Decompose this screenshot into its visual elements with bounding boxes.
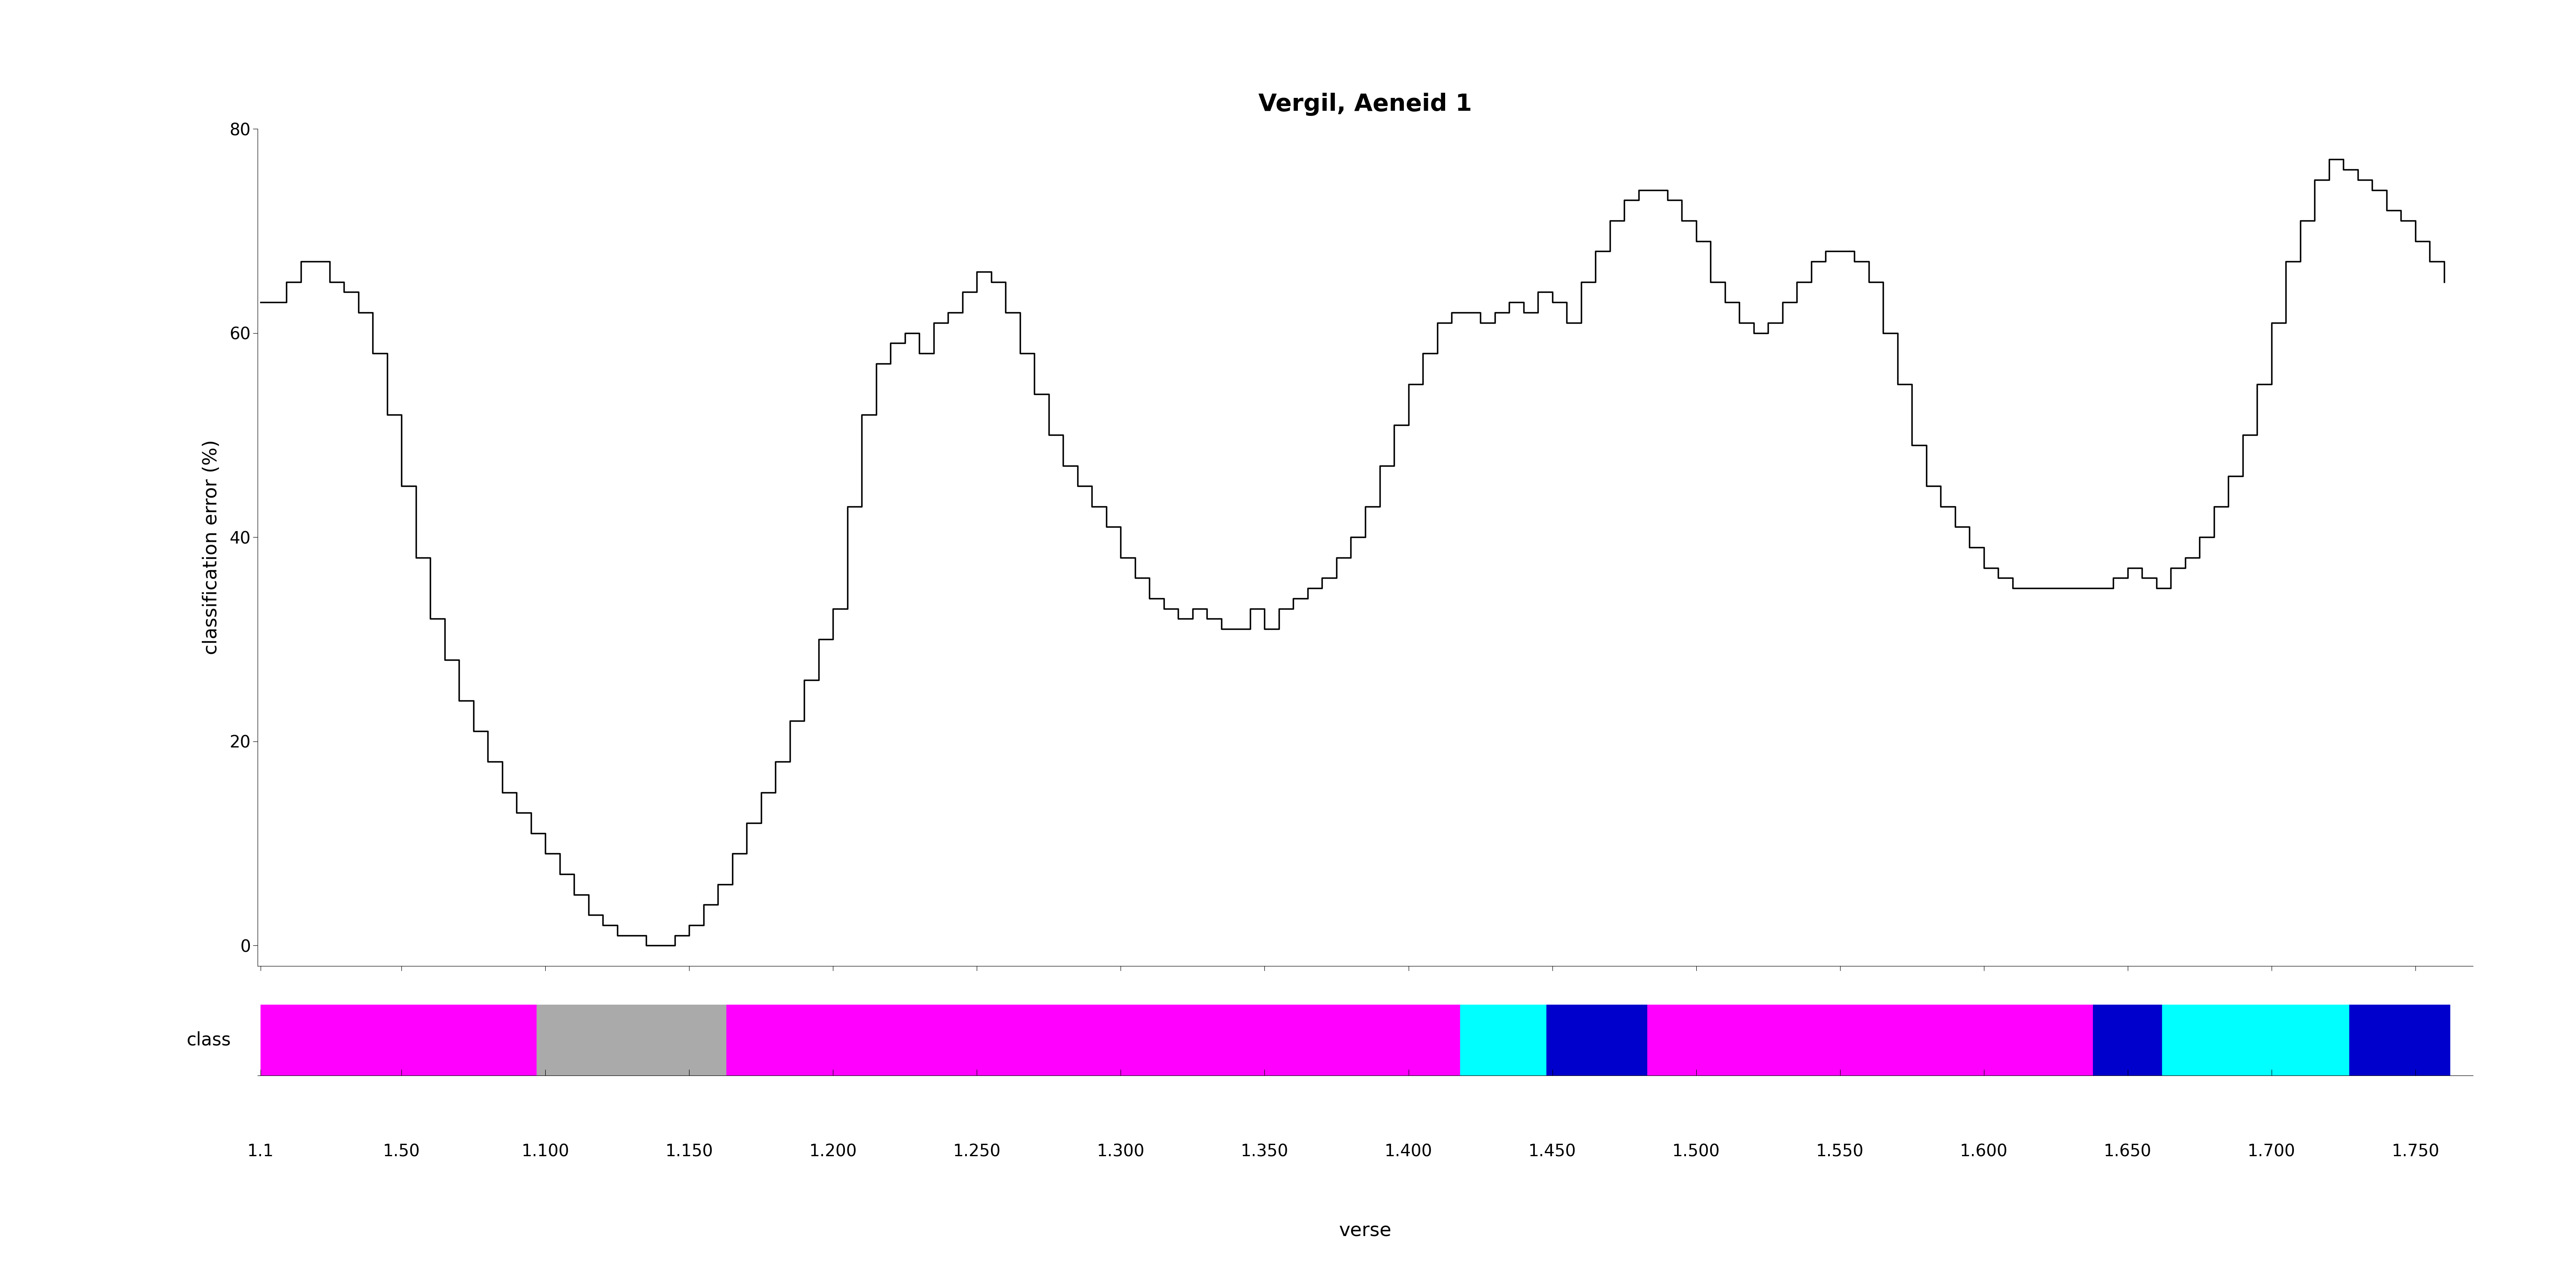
Y-axis label: classification error (%): classification error (%) — [201, 440, 222, 654]
Bar — [2094, 1005, 2161, 1075]
Text: tempest: tempest — [641, 1028, 721, 1046]
Bar — [1546, 1005, 1646, 1075]
Bar — [2349, 1005, 2450, 1075]
Bar — [1461, 1005, 1546, 1075]
Bar — [2161, 1005, 2349, 1075]
Bar — [260, 1005, 536, 1075]
Bar — [726, 1005, 1461, 1075]
Text: verse: verse — [1340, 1222, 1391, 1240]
Title: Vergil, Aeneid 1: Vergil, Aeneid 1 — [1260, 93, 1471, 116]
Text: class: class — [185, 1030, 232, 1048]
Bar — [1646, 1005, 2094, 1075]
Bar — [536, 1005, 726, 1075]
